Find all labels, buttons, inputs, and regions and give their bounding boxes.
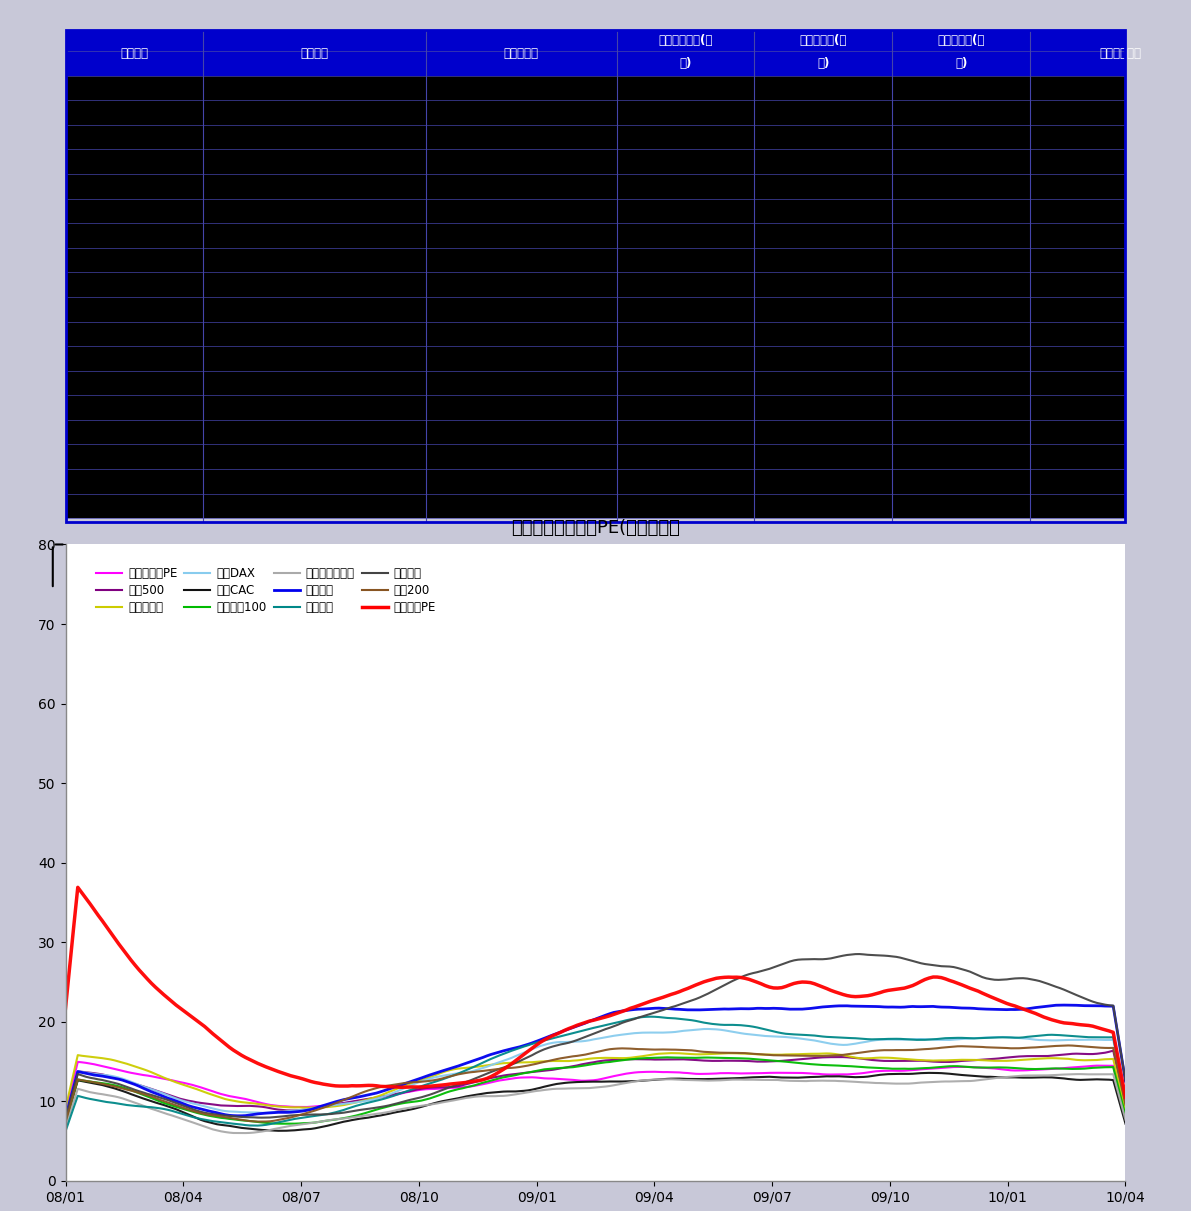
Text: 股票代碼: 股票代碼 [120, 46, 149, 59]
Bar [66, 248, 1125, 272]
Bar [66, 371, 1125, 395]
Text: 股): 股) [679, 57, 692, 70]
Bar [66, 469, 1125, 494]
Bar [66, 297, 1125, 322]
Bar [66, 125, 1125, 149]
Bar [66, 30, 1125, 76]
Text: 股): 股) [955, 57, 967, 70]
Bar [66, 420, 1125, 444]
Bar [66, 101, 1125, 125]
Bar [66, 395, 1125, 420]
Bar [66, 223, 1125, 248]
Legend: 道琼斯指數PE, 標普500, 加拿大標普, 德國DAX, 法國CAC, 英國富時100, 新加坡海峽時報, 日經指數, 恒生指數, 臺灣加权, 澳証200, : 道琼斯指數PE, 標普500, 加拿大標普, 德國DAX, 法國CAC, 英國富… [93, 563, 439, 618]
Text: 可流通時間: 可流通時間 [504, 46, 538, 59]
Text: 待流通數量(萬: 待流通數量(萬 [937, 34, 985, 47]
Text: 股): 股) [817, 57, 830, 70]
Bar [66, 494, 1125, 518]
Bar [66, 444, 1125, 469]
Bar [66, 272, 1125, 297]
Text: 已流通數量(萬: 已流通數量(萬 [799, 34, 847, 47]
Bar [66, 149, 1125, 174]
Text: 本期流通數量(萬: 本期流通數量(萬 [659, 34, 712, 47]
Bar [66, 322, 1125, 346]
Bar [66, 346, 1125, 371]
Bar [66, 174, 1125, 199]
Title: 全球主要市場最新PE(剔除負值）: 全球主要市場最新PE(剔除負值） [511, 520, 680, 538]
Text: 股票簡稱: 股票簡稱 [300, 46, 329, 59]
Bar [66, 76, 1125, 101]
Bar [66, 199, 1125, 223]
Text: 流通股份類型: 流通股份類型 [1099, 46, 1141, 59]
